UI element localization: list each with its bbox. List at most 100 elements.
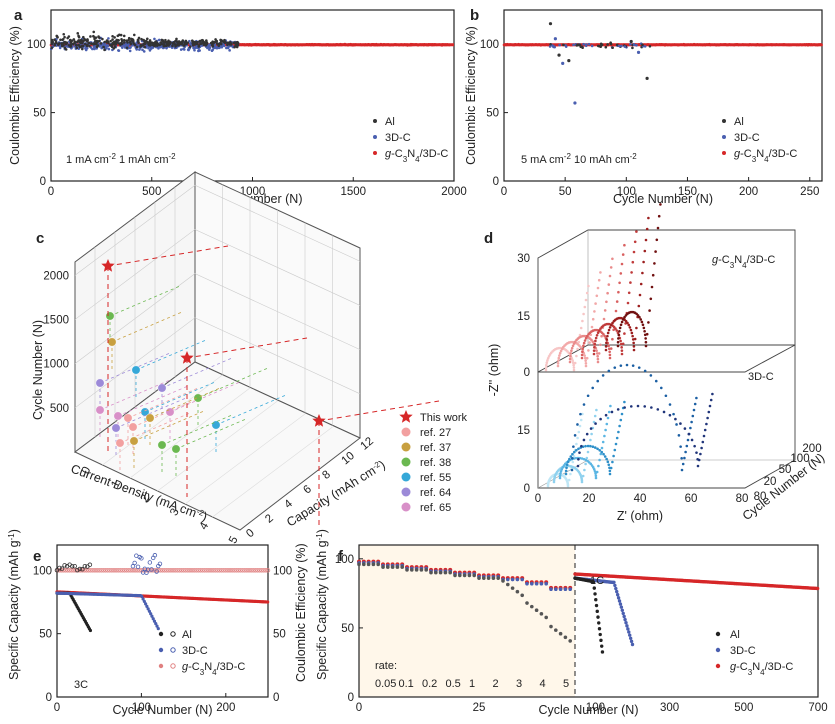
data-point-3dc — [631, 46, 634, 50]
eis-point-3dc — [558, 474, 562, 478]
data-point-al — [222, 40, 225, 44]
eis-point-gcn — [632, 345, 636, 348]
data-point-al — [181, 39, 185, 42]
data-ball — [165, 407, 175, 417]
ce-point-gcn — [111, 568, 117, 573]
ce-point-gcn — [160, 568, 165, 573]
rate-point-al — [414, 568, 419, 572]
legend-label-part: N — [204, 661, 212, 673]
cycle-point-gcn — [815, 586, 820, 591]
cap-point-3dc — [152, 619, 157, 623]
eis-point-3dc — [577, 430, 581, 434]
ce-point-al — [72, 564, 77, 569]
eis-point-3dc — [613, 448, 617, 452]
eis-point-gcn — [629, 281, 632, 284]
cap-point-3dc — [154, 622, 158, 626]
data-point-al — [89, 35, 92, 38]
x-tick-label: 0 — [48, 186, 54, 198]
legend-label-part: 3 — [200, 668, 205, 677]
legend-label-part: -C — [391, 148, 403, 160]
cap-point-3dc — [146, 607, 150, 611]
cap-point-3dc — [149, 612, 153, 616]
eis-point-3dc — [615, 436, 619, 440]
data-point-3dc — [648, 45, 652, 48]
cap-point-3dc — [151, 617, 155, 621]
eis-point-gcn — [620, 352, 624, 356]
eis-point-3dc — [594, 474, 598, 478]
eis-point-3dc — [599, 417, 602, 421]
eis-point-gcn — [644, 340, 648, 344]
data-point-3dc — [228, 49, 231, 52]
ce-point-gcn — [232, 568, 237, 573]
ce-point-gcn — [120, 568, 125, 573]
eis-point-3dc — [656, 408, 660, 411]
eis-point-3dc — [611, 460, 614, 464]
ce-point-gcn — [88, 568, 93, 573]
eis-point-gcn — [620, 262, 624, 266]
data-star — [101, 259, 115, 272]
drop-line — [197, 367, 269, 399]
cycle-point-al — [596, 615, 600, 619]
x-tick-label: 2 — [139, 493, 153, 504]
ce-point-gcn — [189, 568, 195, 573]
eis-point-gcn — [570, 346, 574, 350]
data-point-al — [81, 44, 85, 48]
data-point-al — [105, 39, 109, 42]
eis-point-gcn — [571, 361, 575, 365]
eis-point-gcn — [633, 240, 637, 244]
z-tick-label: 100 — [790, 453, 809, 465]
data-point-al — [172, 42, 176, 45]
data-point-al — [63, 35, 66, 39]
eis-point-gcn — [568, 357, 572, 361]
rate-point-al — [568, 639, 572, 643]
ce-point-gcn — [69, 568, 74, 573]
eis-point-gcn — [608, 326, 612, 329]
eis-point-gcn — [614, 327, 617, 330]
data-point-al — [214, 38, 217, 41]
rate-point-3dc — [554, 587, 558, 592]
data-point-al — [69, 43, 73, 47]
eis-point-gcn — [595, 333, 599, 337]
x-tick-label: 200 — [739, 186, 758, 198]
legend-marker — [158, 647, 164, 653]
eis-point-gcn — [593, 342, 597, 346]
ce-point-gcn — [200, 568, 205, 573]
y-tick-label: 100 — [27, 39, 46, 51]
eis-point-gcn — [595, 294, 599, 298]
cycle-point-3dc — [614, 586, 618, 591]
eis-point-gcn — [641, 271, 644, 275]
cycle-point-al — [592, 586, 596, 590]
eis-point-3dc — [607, 369, 611, 373]
eis-point-gcn — [594, 339, 597, 343]
eis-point-3dc — [582, 438, 586, 442]
x-tick-label: 60 — [685, 493, 698, 505]
data-point-al — [167, 39, 170, 42]
eis-point-gcn — [594, 336, 598, 340]
cap-point-3dc — [144, 602, 148, 606]
legend-label-part: -C — [740, 148, 752, 160]
ce-point-gcn — [217, 568, 222, 573]
data-point-al — [197, 44, 201, 47]
legend-marker — [401, 487, 411, 497]
eis-point-3dc — [592, 468, 596, 471]
eis-point-3dc — [566, 484, 570, 488]
eis-point-gcn — [596, 357, 600, 361]
data-point-outlier — [645, 76, 649, 80]
eis-point-3dc — [649, 374, 653, 377]
eis-point-3dc — [569, 455, 573, 458]
data-point-al — [90, 42, 93, 45]
ce-point-3dc — [135, 564, 141, 570]
rate-point-al — [462, 573, 467, 578]
data-point-3dc — [549, 42, 552, 46]
x-tick-label: 100 — [586, 702, 605, 714]
ce-point-gcn — [124, 568, 129, 573]
legend-label-part: g — [734, 148, 741, 160]
drop-line — [127, 387, 199, 419]
data-point-al — [131, 39, 135, 43]
ce-point-gcn — [194, 568, 199, 573]
rate-point-3dc — [534, 581, 539, 586]
eis-point-3dc — [578, 451, 581, 454]
eis-point-gcn — [621, 342, 625, 346]
eis-point-3dc — [668, 413, 672, 417]
data-point-3dc — [193, 46, 197, 50]
